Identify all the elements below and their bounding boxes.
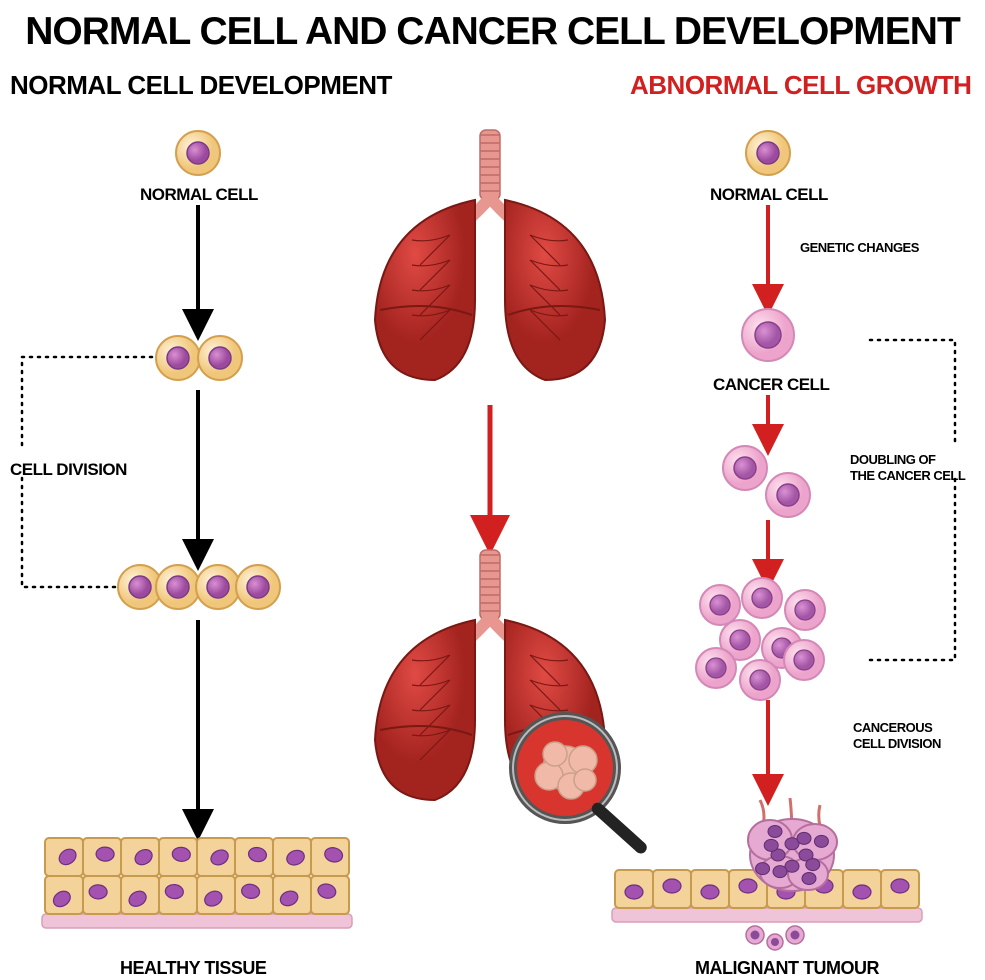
main-title: NORMAL CELL AND CANCER CELL DEVELOPMENT bbox=[0, 10, 985, 54]
left-column bbox=[22, 131, 352, 928]
left-section-title: NORMAL CELL DEVELOPMENT bbox=[10, 70, 392, 101]
magnifier-icon bbox=[513, 716, 649, 856]
lungs-top bbox=[375, 130, 605, 380]
label-doubling-2: THE CANCER CELL bbox=[850, 468, 965, 483]
label-cancer-cell: CANCER CELL bbox=[713, 375, 829, 395]
cancer-cell-doubled bbox=[723, 446, 810, 517]
label-cell-division: CELL DIVISION bbox=[10, 460, 127, 480]
diagram-canvas bbox=[0, 0, 985, 980]
cancer-cell-cluster bbox=[696, 578, 825, 700]
label-doubling-1: DOUBLING OF bbox=[850, 452, 936, 467]
normal-cell-stage1 bbox=[176, 131, 220, 175]
label-malignant-tumour: MALIGNANT TUMOUR bbox=[695, 958, 879, 979]
malignant-tissue bbox=[612, 798, 922, 950]
healthy-tissue bbox=[42, 838, 352, 928]
label-genetic-changes: GENETIC CHANGES bbox=[800, 240, 919, 255]
right-section-title: ABNORMAL CELL GROWTH bbox=[630, 70, 971, 101]
label-cancerous-2: CELL DIVISION bbox=[853, 736, 941, 751]
center-column bbox=[375, 130, 649, 856]
label-normal-cell-left: NORMAL CELL bbox=[140, 185, 258, 205]
label-cancerous-1: CANCEROUS bbox=[853, 720, 932, 735]
normal-cell-stage3 bbox=[118, 565, 280, 609]
normal-cell-stage2 bbox=[156, 336, 242, 380]
cancer-cell bbox=[742, 309, 794, 361]
dotted-bracket bbox=[870, 340, 955, 660]
label-normal-cell-right: NORMAL CELL bbox=[710, 185, 828, 205]
abnormal-stage1-normal-cell bbox=[746, 131, 790, 175]
label-healthy-tissue: HEALTHY TISSUE bbox=[120, 958, 266, 979]
